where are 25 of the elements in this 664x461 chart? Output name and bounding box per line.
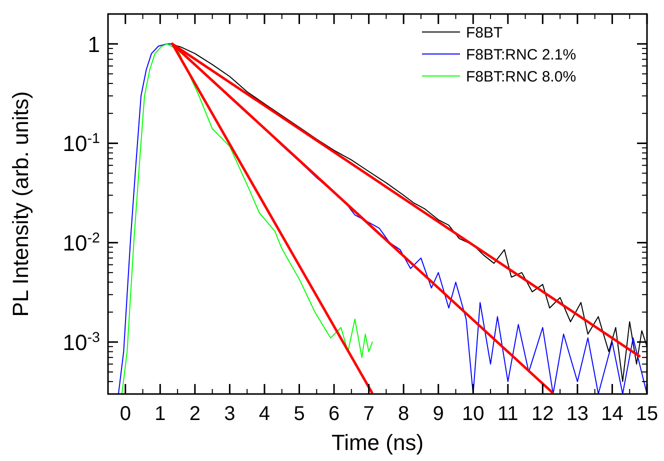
x-tick-label: 14	[601, 403, 624, 425]
x-tick-label: 2	[189, 403, 200, 425]
x-tick-label: 7	[363, 403, 374, 425]
y-tick-label: 10$^{-3}$	[62, 330, 100, 355]
x-tick-label: 6	[328, 403, 340, 425]
legend-label: F8BT:RNC 8.0%	[466, 68, 576, 86]
legend-label: F8BT:RNC 2.1%	[466, 46, 576, 64]
legend-label: F8BT	[466, 24, 503, 42]
x-tick-label: 10	[462, 403, 484, 425]
x-tick-label: 15	[636, 403, 658, 425]
x-tick-label: 4	[258, 403, 270, 425]
x-axis-title: Time (ns)	[331, 430, 424, 455]
x-tick-label: 12	[532, 403, 554, 425]
x-tick-label: 8	[398, 403, 410, 425]
y-tick-label: 1	[88, 32, 100, 57]
x-tick-label: 3	[224, 403, 236, 425]
y-tick-label: 10$^{-1}$	[62, 131, 100, 156]
y-axis-title: PL Intensity (arb. units)	[8, 91, 33, 317]
y-tick-label: 10$^{-2}$	[62, 230, 100, 256]
x-tick-label: 13	[566, 403, 589, 425]
x-tick-label: 11	[498, 403, 518, 425]
x-tick-label: 0	[120, 403, 131, 425]
x-tick-label: 1	[154, 403, 166, 425]
x-tick-label: 9	[432, 403, 444, 425]
x-tick-label: 5	[294, 403, 305, 425]
